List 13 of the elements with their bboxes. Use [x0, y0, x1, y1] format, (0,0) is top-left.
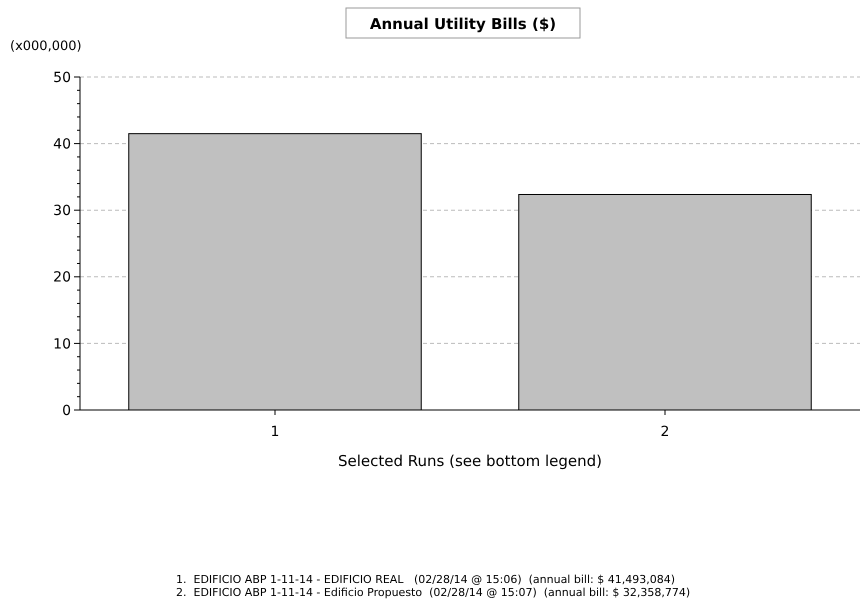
x-tick-label: 2	[660, 424, 670, 440]
y-tick-label: 50	[53, 70, 71, 86]
x-tick-label: 1	[270, 424, 280, 440]
y-tick-label: 20	[53, 270, 71, 286]
chart-title: Annual Utility Bills ($)	[370, 15, 556, 33]
text: 2. EDIFICIO ABP 1-11-14 - Edificio Propuesto (02/28/14 @ 15:07) (annual bill: $ 32,358,774)	[176, 586, 690, 599]
y-tick-label: 10	[53, 336, 71, 352]
y-tick-label: 30	[53, 203, 71, 220]
y-tick-label: 0	[62, 402, 71, 419]
x-axis-title: Selected Runs (see bottom legend)	[338, 452, 602, 470]
y-tick-label: 40	[53, 136, 71, 152]
text: 1. EDIFICIO ABP 1-11-14 - EDIFICIO REAL (02/28/14 @ 15:06) (annual bill: $ 41,493,084)	[176, 573, 675, 586]
y-axis-title: (x000,000)	[10, 39, 82, 54]
